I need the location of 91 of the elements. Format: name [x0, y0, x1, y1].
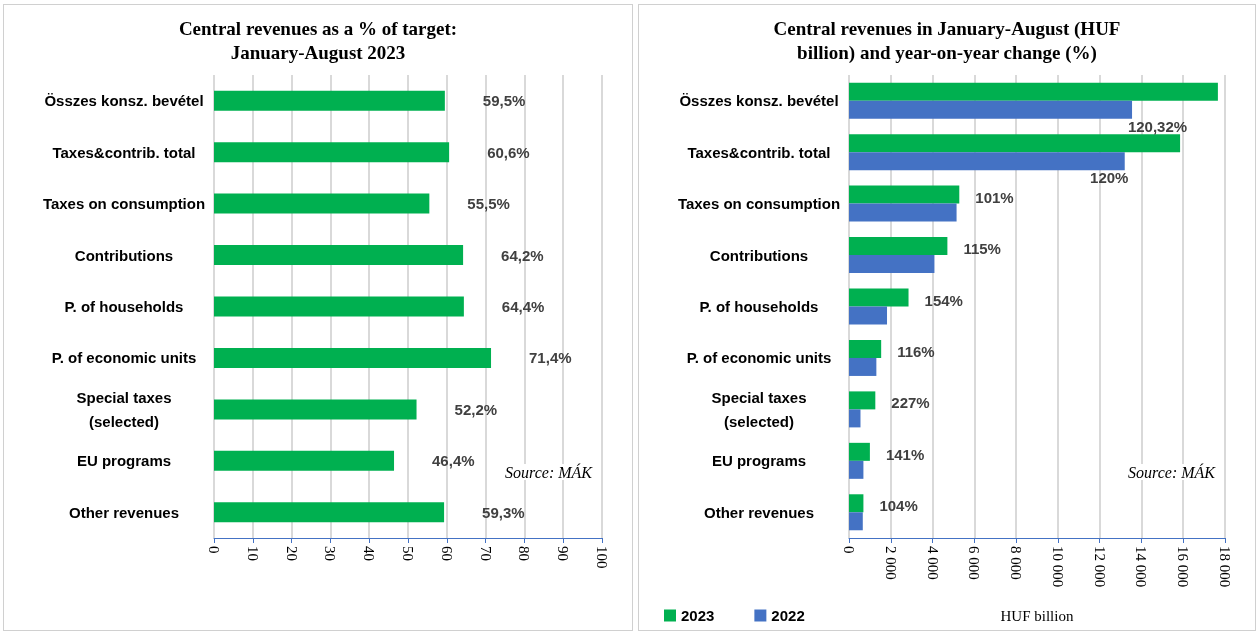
bar [214, 193, 430, 214]
y-tick-label: P. of economic units [51, 349, 197, 367]
x-tick-label: 16 000 [1175, 546, 1192, 588]
data-label: 64,2% [501, 246, 544, 264]
x-tick-label: 12 000 [1091, 546, 1108, 588]
bar [214, 90, 445, 111]
bar [849, 152, 1125, 171]
bar [214, 502, 445, 523]
x-tick-label: 60 [438, 546, 455, 561]
x-tick-label: 0 [206, 546, 222, 554]
y-tick-label: P. of households [64, 298, 184, 315]
annotation: 120% [1090, 169, 1129, 187]
y-tick-label: Taxes on consumption [42, 195, 206, 213]
y-tick-label: Other revenues [68, 503, 180, 521]
x-tick-label: 90 [555, 546, 572, 561]
x-tick-label: 100 [594, 546, 610, 569]
bar [849, 391, 876, 410]
data-label: 55,5% [467, 195, 510, 213]
data-label: 71,4% [529, 349, 572, 367]
bar [849, 82, 1218, 101]
x-tick-label: 6 000 [966, 546, 983, 580]
annotation: Source: MÁK [505, 462, 594, 481]
y-tick-label: P. of households [699, 298, 819, 315]
bar [849, 306, 888, 325]
bar [849, 494, 864, 513]
data-label: 59,5% [482, 92, 526, 110]
x-tick-label: 40 [361, 546, 378, 561]
bar [214, 245, 464, 266]
x-tick-label: 30 [322, 546, 339, 561]
bar [214, 142, 450, 163]
x-tick-label: 0 [841, 546, 857, 554]
bar [849, 460, 864, 479]
x-tick-label: 70 [477, 546, 494, 561]
annotation: 104% [879, 497, 918, 515]
x-tick-label: 50 [400, 546, 416, 561]
data-label: 59,3% [482, 503, 525, 521]
bar [849, 134, 1181, 153]
y-tick-label: Other revenues [703, 503, 815, 521]
x-tick-label: 8 000 [1008, 546, 1025, 580]
x-tick-label: 10 000 [1049, 546, 1066, 588]
bar [849, 288, 909, 307]
bar [214, 296, 464, 317]
annotation: 116% [897, 342, 935, 360]
data-label: 64,4% [501, 298, 545, 315]
bar [849, 100, 1133, 119]
y-tick-label: Taxes&contrib. total [52, 143, 196, 161]
data-label: 60,6% [487, 143, 530, 161]
annotation: 141% [885, 445, 925, 463]
bar [849, 357, 877, 376]
chart-title: Central revenues as a % of target: January-August 2023 [178, 17, 458, 63]
bar [849, 512, 863, 531]
bar [849, 237, 948, 256]
bar [849, 185, 960, 204]
y-tick-label: Special taxes (selected) [711, 388, 807, 430]
bar [849, 339, 882, 358]
chart-title: Central revenues in January-August (HUF billion) and year-on-year change (%) [773, 17, 1121, 64]
x-tick-label: 80 [516, 546, 533, 561]
bar [849, 255, 935, 274]
bar [849, 203, 957, 222]
annotation: 120,32% [1127, 117, 1188, 135]
y-tick-label: P. of economic units [686, 349, 832, 367]
y-tick-label: EU programs [711, 452, 807, 470]
data-label: 46,4% [432, 452, 475, 470]
y-tick-label: Taxes&contrib. total [687, 143, 831, 161]
x-tick-label: 10 [244, 546, 261, 561]
x-tick-label: 18 000 [1217, 546, 1233, 588]
y-tick-label: Special taxes (selected) [76, 388, 172, 430]
bar [849, 442, 870, 461]
y-tick-label: Összes konsz. bevétel [44, 92, 204, 110]
x-tick-label: 14 000 [1133, 546, 1150, 588]
annotation: 154% [924, 291, 963, 309]
x-axis-title: HUF billion [1000, 607, 1074, 624]
y-tick-label: Contributions [709, 246, 809, 264]
data-label: 52,2% [454, 400, 498, 418]
legend-label: 2023 [681, 607, 715, 624]
annotation: 115% [963, 240, 1001, 258]
bar [214, 347, 492, 368]
x-tick-label: 2 000 [882, 546, 899, 580]
x-tick-label: 4 000 [924, 546, 941, 580]
bar [214, 450, 395, 471]
bar [214, 399, 417, 420]
y-tick-label: Összes konsz. bevétel [679, 92, 839, 110]
bar [849, 409, 861, 428]
y-tick-label: Taxes on consumption [677, 195, 841, 213]
x-tick-label: 20 [283, 546, 300, 561]
y-tick-label: EU programs [76, 452, 172, 470]
annotation: 227% [891, 394, 930, 412]
y-tick-label: Contributions [74, 246, 174, 264]
annotation: 101% [975, 188, 1014, 206]
annotation: Source: MÁK [1128, 462, 1217, 481]
legend-label: 2022 [771, 607, 805, 624]
